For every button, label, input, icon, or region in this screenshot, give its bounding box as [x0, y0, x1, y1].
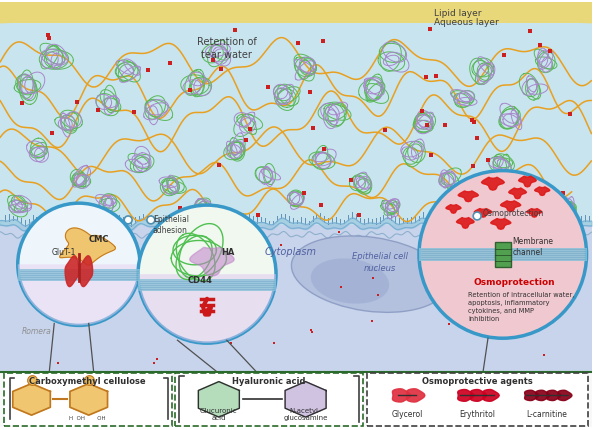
Polygon shape: [458, 390, 474, 401]
Polygon shape: [458, 191, 479, 202]
Bar: [0, 3, 592, 24]
Text: CD44: CD44: [187, 275, 212, 284]
Text: Retention of
tear water: Retention of tear water: [197, 37, 257, 60]
Circle shape: [138, 206, 276, 343]
Polygon shape: [446, 205, 461, 214]
Circle shape: [473, 212, 481, 221]
Text: Carboxymethyl cellulose: Carboxymethyl cellulose: [29, 376, 146, 385]
Polygon shape: [457, 218, 474, 229]
Ellipse shape: [292, 237, 448, 313]
Polygon shape: [190, 248, 234, 276]
Text: N-acetyl-
glucosamine: N-acetyl- glucosamine: [283, 407, 328, 420]
Polygon shape: [524, 390, 539, 401]
Text: Osmoprotective agents: Osmoprotective agents: [422, 376, 533, 385]
Polygon shape: [509, 189, 527, 199]
Polygon shape: [474, 209, 492, 218]
Bar: [0, 225, 592, 373]
FancyBboxPatch shape: [495, 242, 511, 267]
Text: Retention of intracellular water,
apoptosis, inflammatory
cytokines, and MMP
inh: Retention of intracellular water, apopto…: [468, 291, 575, 321]
FancyBboxPatch shape: [367, 373, 587, 426]
Polygon shape: [392, 389, 410, 402]
Polygon shape: [65, 256, 79, 287]
Circle shape: [419, 171, 587, 338]
Text: HA: HA: [221, 247, 234, 256]
Circle shape: [147, 216, 155, 224]
Circle shape: [124, 216, 132, 224]
Polygon shape: [535, 187, 550, 196]
Text: Lipid layer: Lipid layer: [434, 9, 481, 18]
Bar: [138, 280, 276, 291]
Text: Epithelial cell
nucleus: Epithelial cell nucleus: [352, 252, 407, 272]
Circle shape: [18, 204, 140, 326]
Polygon shape: [79, 256, 92, 287]
Polygon shape: [285, 382, 326, 417]
Text: Osmoprotection: Osmoprotection: [473, 277, 555, 286]
Polygon shape: [547, 390, 561, 401]
Text: Epithelial
adhesion: Epithelial adhesion: [153, 215, 189, 234]
Wedge shape: [18, 265, 140, 326]
Text: Glycerol: Glycerol: [391, 409, 423, 418]
Text: L-carnitine: L-carnitine: [527, 409, 568, 418]
FancyBboxPatch shape: [175, 373, 363, 426]
Polygon shape: [483, 390, 499, 401]
Text: GluT-1: GluT-1: [51, 247, 76, 256]
Text: CMC: CMC: [89, 235, 109, 243]
Text: Hyaluronic acid: Hyaluronic acid: [232, 376, 306, 385]
Polygon shape: [536, 390, 550, 401]
Polygon shape: [0, 12, 592, 24]
Polygon shape: [60, 228, 115, 265]
Polygon shape: [199, 382, 239, 417]
Polygon shape: [70, 384, 107, 415]
Text: H  OH       OH: H OH OH: [70, 415, 106, 420]
Polygon shape: [470, 390, 487, 401]
Text: Cytoplasm: Cytoplasm: [265, 247, 317, 257]
Polygon shape: [527, 209, 542, 218]
Wedge shape: [138, 274, 276, 343]
Polygon shape: [518, 177, 536, 187]
Ellipse shape: [311, 259, 389, 304]
Polygon shape: [13, 384, 50, 415]
Text: Erythritol: Erythritol: [459, 409, 495, 418]
FancyBboxPatch shape: [4, 373, 172, 426]
Polygon shape: [500, 201, 521, 212]
Bar: [0, 373, 592, 427]
Bar: [18, 270, 140, 281]
Text: Membrane
channel: Membrane channel: [512, 236, 554, 256]
Text: Romera: Romera: [22, 326, 52, 335]
Bar: [419, 248, 587, 262]
Text: Glucuronic
acid: Glucuronic acid: [200, 407, 238, 420]
Bar: [0, 3, 592, 230]
Polygon shape: [481, 178, 505, 191]
Circle shape: [473, 212, 481, 221]
Text: Osmoprotection: Osmoprotection: [483, 208, 544, 217]
Polygon shape: [407, 389, 425, 402]
Polygon shape: [491, 219, 511, 230]
Text: Aqueous layer: Aqueous layer: [434, 18, 499, 27]
Polygon shape: [558, 390, 572, 401]
